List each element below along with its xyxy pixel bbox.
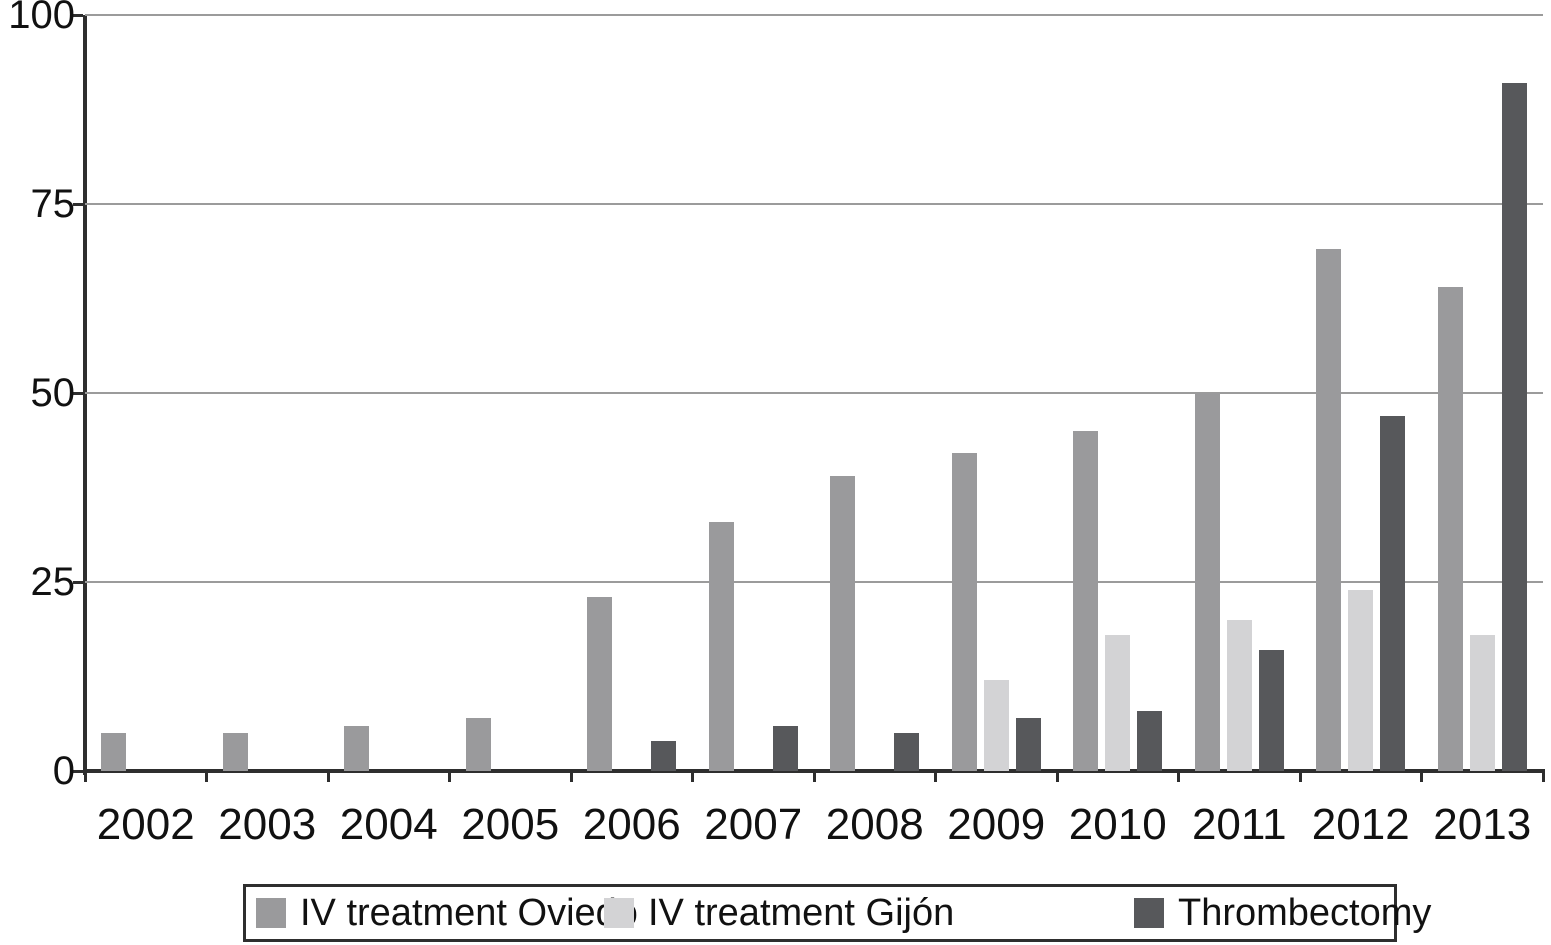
x-axis-tick-9 xyxy=(1177,773,1180,782)
bar-iv-gijon-2011 xyxy=(1226,619,1252,771)
x-axis-tick-5 xyxy=(691,773,694,782)
legend-swatch-iv-gijon xyxy=(604,898,634,928)
x-axis-line xyxy=(83,769,1545,773)
bar-group-2002 xyxy=(85,15,207,771)
legend-swatch-iv-oviedo xyxy=(256,898,286,928)
bar-group-2013 xyxy=(1422,15,1544,771)
legend-swatch-thrombectomy xyxy=(1134,898,1164,928)
y-axis-tick-50 xyxy=(73,391,83,395)
bar-iv-oviedo-2005 xyxy=(465,718,491,771)
y-axis-tick-75 xyxy=(73,202,83,206)
bar-thrombectomy-2013 xyxy=(1501,83,1527,771)
bar-group-2007 xyxy=(693,15,815,771)
bar-iv-oviedo-2007 xyxy=(708,521,734,771)
x-axis-tick-11 xyxy=(1420,773,1423,782)
x-axis-tick-label-2009: 2009 xyxy=(947,800,1046,849)
bar-group-2006 xyxy=(571,15,693,771)
x-axis-tick-label-2008: 2008 xyxy=(825,800,924,849)
y-axis-tick-label-100: 100 xyxy=(8,0,75,37)
bar-thrombectomy-2007 xyxy=(772,725,798,771)
bar-group-2003 xyxy=(207,15,329,771)
x-axis-tick-label-2013: 2013 xyxy=(1433,800,1532,849)
gridline-100 xyxy=(85,14,1543,16)
bar-group-2004 xyxy=(328,15,450,771)
y-axis-tick-0 xyxy=(73,769,83,773)
legend-item-iv-oviedo: IV treatment Oviedo xyxy=(256,887,638,939)
bar-iv-oviedo-2008 xyxy=(830,476,856,771)
bar-group-2011 xyxy=(1179,15,1301,771)
bar-iv-oviedo-2012 xyxy=(1316,249,1342,771)
y-axis-tick-label-0: 0 xyxy=(52,749,75,793)
bar-thrombectomy-2009 xyxy=(1015,718,1041,771)
gridline-75 xyxy=(85,203,1543,205)
x-axis-tick-10 xyxy=(1298,773,1302,782)
bar-iv-oviedo-2011 xyxy=(1194,393,1220,771)
bar-iv-gijon-2009 xyxy=(983,680,1009,771)
legend: IV treatment Oviedo IV treatment Gijón T… xyxy=(243,884,1431,942)
bar-thrombectomy-2010 xyxy=(1137,710,1163,771)
legend-label-iv-oviedo: IV treatment Oviedo xyxy=(300,891,638,934)
bar-iv-oviedo-2006 xyxy=(587,597,613,771)
bar-iv-oviedo-2004 xyxy=(344,725,370,771)
legend-label-iv-gijon: IV treatment Gijón xyxy=(648,891,955,934)
x-axis-tick-4 xyxy=(569,773,573,782)
legend-item-iv-gijon: IV treatment Gijón xyxy=(604,887,954,939)
y-axis-line xyxy=(83,15,87,775)
x-axis-tick-label-2003: 2003 xyxy=(218,800,317,849)
x-axis-tick-8 xyxy=(1055,773,1059,782)
y-axis-tick-label-50: 50 xyxy=(30,371,76,415)
gridline-50 xyxy=(85,392,1543,394)
plot-area: 0 25 50 75 100 2002 2003 2004 2005 2006 2007 2008 20… xyxy=(8,0,1545,847)
bar-thrombectomy-2011 xyxy=(1258,650,1284,771)
x-axis-tick-label-2006: 2006 xyxy=(582,800,681,849)
x-axis-tick-label-2007: 2007 xyxy=(704,800,803,849)
bar-iv-gijon-2010 xyxy=(1105,634,1131,771)
x-axis-tick-7 xyxy=(934,773,937,782)
y-axis-tick-100 xyxy=(73,13,83,17)
x-axis-tick-label-2002: 2002 xyxy=(96,800,195,849)
legend-label-thrombectomy: Thrombectomy xyxy=(1178,891,1432,934)
x-axis-tick-1 xyxy=(205,773,208,782)
bar-iv-oviedo-2010 xyxy=(1073,430,1099,771)
bar-thrombectomy-2008 xyxy=(894,733,920,771)
x-axis-tick-label-2004: 2004 xyxy=(339,800,438,849)
bar-group-2012 xyxy=(1300,15,1422,771)
x-axis-tick-6 xyxy=(812,773,816,782)
legend-item-thrombectomy: Thrombectomy xyxy=(1134,887,1431,939)
bar-iv-oviedo-2013 xyxy=(1437,287,1463,771)
bar-group-2005 xyxy=(450,15,572,771)
bar-group-2009 xyxy=(936,15,1058,771)
x-axis-tick-label-2005: 2005 xyxy=(461,800,560,849)
y-axis-tick-label-25: 25 xyxy=(30,560,76,604)
x-axis-tick-0 xyxy=(83,773,87,782)
x-axis-tick-label-2012: 2012 xyxy=(1311,800,1410,849)
bar-thrombectomy-2006 xyxy=(651,740,677,771)
bar-thrombectomy-2012 xyxy=(1380,415,1406,771)
y-axis-tick-25 xyxy=(73,580,83,584)
bar-iv-gijon-2012 xyxy=(1348,589,1374,771)
x-axis-tick-3 xyxy=(448,773,451,782)
x-axis-tick-label-2010: 2010 xyxy=(1068,800,1167,849)
bar-iv-oviedo-2009 xyxy=(951,453,977,771)
x-axis-tick-2 xyxy=(326,773,330,782)
bar-iv-oviedo-2002 xyxy=(101,733,127,771)
bar-iv-gijon-2013 xyxy=(1469,634,1495,771)
x-axis-tick-label-2011: 2011 xyxy=(1191,800,1287,849)
x-axis-tick-12 xyxy=(1541,773,1545,782)
bar-iv-oviedo-2003 xyxy=(222,733,248,771)
bar-group-2008 xyxy=(814,15,936,771)
y-axis-tick-label-75: 75 xyxy=(30,182,76,226)
gridline-25 xyxy=(85,581,1543,583)
bar-group-2010 xyxy=(1057,15,1179,771)
